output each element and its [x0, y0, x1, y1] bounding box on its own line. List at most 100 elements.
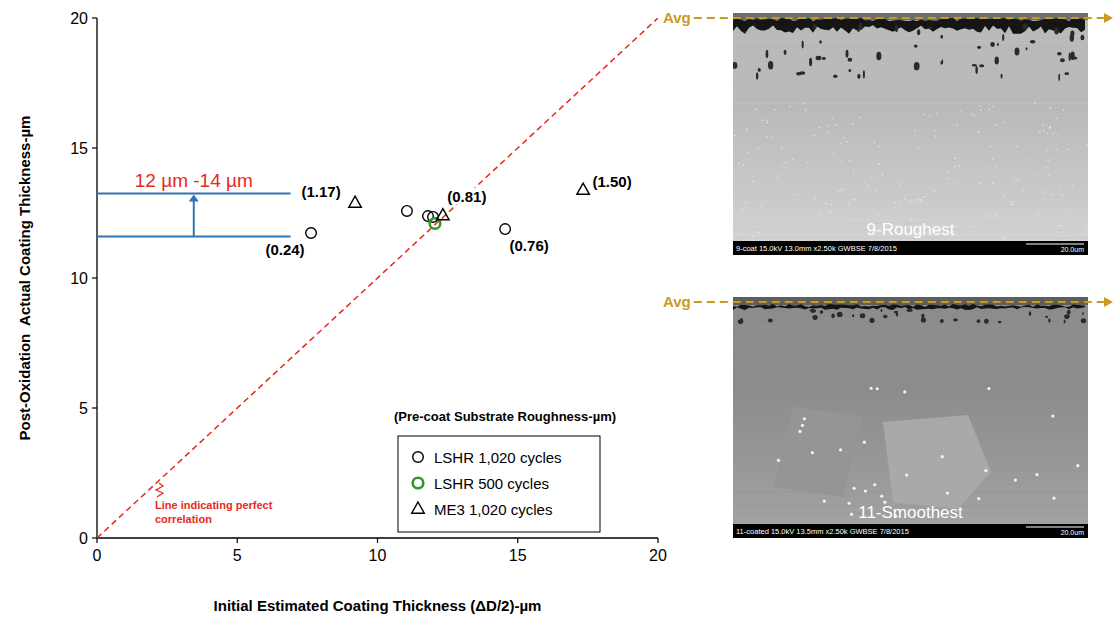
micrograph-dot — [833, 152, 835, 154]
micrograph-dot — [1004, 195, 1006, 197]
x-axis-title: Initial Estimated Coating Thickness (ΔD/… — [214, 597, 542, 614]
micrograph-dot — [807, 162, 809, 164]
micrograph-dot — [792, 159, 794, 161]
point-circle — [402, 206, 413, 217]
micrograph-dot — [774, 109, 776, 111]
micrograph-dot — [747, 152, 749, 154]
micrograph-pore — [1026, 47, 1028, 50]
micrograph-dot — [959, 111, 961, 113]
micrograph-pore — [831, 313, 834, 318]
micrograph-pore — [914, 44, 918, 47]
micrograph-dot — [767, 122, 769, 124]
micrograph-pore — [972, 64, 977, 67]
reference-label-group: Line indicating perfectcorrelation — [155, 483, 273, 525]
x-tick — [377, 538, 378, 543]
micrograph-dot — [980, 109, 982, 111]
micrograph-pore — [758, 68, 761, 72]
micrograph-dot — [879, 163, 881, 165]
micrograph-dot — [1060, 225, 1062, 227]
point-triangle — [349, 196, 362, 207]
micrograph-pore — [1070, 30, 1074, 36]
micrograph-dot — [1067, 148, 1069, 150]
micrograph-dot — [1023, 189, 1025, 191]
micrograph-dot — [853, 169, 855, 171]
micrograph-streak — [733, 35, 1088, 36]
micrograph-dot — [987, 215, 989, 217]
micrograph-dot — [878, 145, 880, 147]
micrograph-dot — [841, 189, 843, 191]
micrograph-dot — [863, 441, 866, 444]
micrograph-dot — [1043, 130, 1045, 132]
point-label-bg — [509, 237, 550, 254]
micrograph-streak — [733, 406, 1088, 407]
micrograph-caption-strip — [733, 524, 1088, 538]
point-label: (0.81) — [447, 188, 486, 205]
micrograph-streak — [733, 365, 1088, 366]
micrograph-dot — [820, 212, 822, 214]
micrograph-dot — [914, 130, 916, 132]
micrograph-pore — [822, 57, 826, 60]
avg-line — [694, 301, 1105, 303]
avg-label: Avg — [663, 293, 691, 310]
micrograph-streak — [733, 63, 1088, 64]
micrograph-dot — [904, 198, 906, 200]
micrograph-substrate — [733, 392, 1088, 524]
micrograph-dot — [1058, 135, 1060, 137]
micrograph-pore — [733, 62, 737, 69]
micrograph-dot — [738, 163, 740, 165]
micrograph-dot — [903, 390, 906, 393]
micrograph-dot — [741, 208, 743, 210]
micrograph-dot — [836, 124, 838, 126]
legend: (Pre-coat Substrate Roughness-µm)LSHR 1,… — [394, 409, 616, 532]
micrograph-dot — [1085, 230, 1087, 232]
micrograph-crust — [733, 18, 1085, 34]
micrograph-dot — [1043, 191, 1045, 193]
point-circle — [500, 224, 511, 235]
micrograph-dot — [1025, 159, 1027, 161]
micrograph-pore — [863, 70, 865, 78]
legend-marker — [413, 452, 424, 463]
micrograph-dot — [958, 165, 960, 167]
micrograph-streak — [733, 409, 1088, 410]
micrograph-dot — [734, 135, 736, 137]
micrograph-dot — [841, 161, 843, 163]
micrograph-base — [733, 13, 1088, 255]
micrograph-pore — [768, 61, 773, 69]
micrograph-dot — [947, 171, 949, 173]
legend-title: (Pre-coat Substrate Roughness-µm) — [394, 409, 616, 424]
micrograph-grain — [883, 415, 991, 509]
micrograph-pore — [857, 28, 859, 32]
micrograph-dot — [984, 469, 987, 472]
micrograph-dot — [979, 183, 981, 185]
micrograph-dot — [839, 448, 842, 451]
micrograph-dot — [1010, 204, 1012, 206]
micrograph-pore — [1045, 316, 1048, 318]
micrograph-texture — [733, 297, 1088, 538]
micrograph-dot — [798, 430, 801, 433]
point-label: (1.17) — [301, 183, 340, 200]
micrograph-substrate — [733, 108, 1088, 241]
micrograph-streak — [733, 43, 1088, 44]
micrograph-dot — [838, 191, 840, 193]
micrograph-dot — [801, 424, 804, 427]
micrograph-dot — [924, 196, 926, 198]
micrograph-pore — [809, 309, 814, 311]
micrograph-pore — [819, 40, 822, 43]
micrograph-dot — [972, 230, 974, 232]
points — [306, 183, 590, 238]
y-tick — [92, 17, 97, 18]
micrograph-dot — [914, 201, 916, 203]
micrograph-dot — [1048, 174, 1050, 176]
micrograph-pore — [813, 315, 818, 320]
micrograph-dot — [755, 109, 757, 111]
range-arrow-head — [189, 195, 199, 202]
legend-marker — [412, 502, 425, 513]
micrograph-pore — [756, 72, 758, 79]
micrograph-dot — [899, 204, 901, 206]
micrograph-dot — [794, 194, 796, 196]
micrograph-pore — [1082, 312, 1084, 315]
micrograph-dot — [854, 199, 856, 201]
x-tick-label: 15 — [509, 547, 527, 564]
point-label-group: (0.24) — [264, 241, 305, 258]
micrograph-dot — [987, 167, 989, 169]
